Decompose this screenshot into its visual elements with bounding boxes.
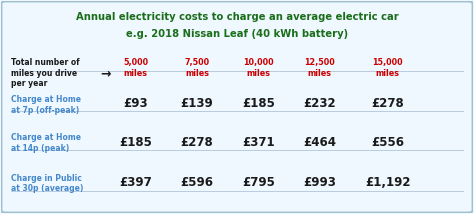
Text: Charge at Home
at 7p (off-peak): Charge at Home at 7p (off-peak) xyxy=(11,95,81,115)
Text: £397: £397 xyxy=(119,176,152,189)
Text: £464: £464 xyxy=(303,135,336,149)
Text: £371: £371 xyxy=(242,135,274,149)
Text: 5,000
miles: 5,000 miles xyxy=(123,58,148,78)
Text: £556: £556 xyxy=(371,135,404,149)
Text: Charge at Home
at 14p (peak): Charge at Home at 14p (peak) xyxy=(11,133,81,153)
Text: £185: £185 xyxy=(242,98,274,110)
Text: 15,000
miles: 15,000 miles xyxy=(373,58,403,78)
Text: £278: £278 xyxy=(372,98,404,110)
Text: £93: £93 xyxy=(123,98,148,110)
Text: £596: £596 xyxy=(181,176,213,189)
Text: e.g. 2018 Nissan Leaf (40 kWh battery): e.g. 2018 Nissan Leaf (40 kWh battery) xyxy=(126,29,348,39)
Text: £795: £795 xyxy=(242,176,274,189)
Text: £185: £185 xyxy=(119,135,152,149)
Text: £278: £278 xyxy=(181,135,213,149)
Text: Charge in Public
at 30p (average): Charge in Public at 30p (average) xyxy=(11,174,83,193)
Text: £993: £993 xyxy=(303,176,336,189)
Text: £139: £139 xyxy=(181,98,213,110)
Text: 7,500
miles: 7,500 miles xyxy=(184,58,210,78)
Text: £232: £232 xyxy=(303,98,336,110)
Text: £1,192: £1,192 xyxy=(365,176,410,189)
Text: Annual electricity costs to charge an average electric car: Annual electricity costs to charge an av… xyxy=(76,12,398,22)
Text: →: → xyxy=(100,67,111,80)
Text: 12,500
miles: 12,500 miles xyxy=(304,58,335,78)
Text: 10,000
miles: 10,000 miles xyxy=(243,58,273,78)
Text: Total number of
miles you drive
per year: Total number of miles you drive per year xyxy=(11,58,80,88)
